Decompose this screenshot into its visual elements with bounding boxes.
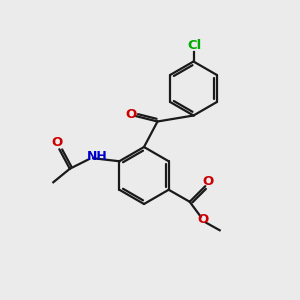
Text: O: O bbox=[51, 136, 62, 149]
Text: O: O bbox=[125, 108, 136, 121]
Text: NH: NH bbox=[86, 150, 107, 163]
Text: Cl: Cl bbox=[188, 39, 202, 52]
Text: O: O bbox=[203, 175, 214, 188]
Text: O: O bbox=[198, 213, 209, 226]
